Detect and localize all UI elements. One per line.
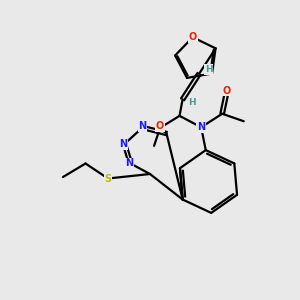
Text: N: N — [125, 158, 133, 169]
Text: O: O — [189, 32, 197, 42]
Text: N: N — [138, 121, 147, 131]
Text: S: S — [104, 173, 112, 184]
Text: N: N — [119, 139, 127, 149]
Text: H: H — [205, 65, 212, 74]
Text: N: N — [197, 122, 205, 132]
Text: H: H — [188, 98, 196, 107]
Text: O: O — [223, 86, 231, 96]
Text: O: O — [156, 122, 164, 131]
